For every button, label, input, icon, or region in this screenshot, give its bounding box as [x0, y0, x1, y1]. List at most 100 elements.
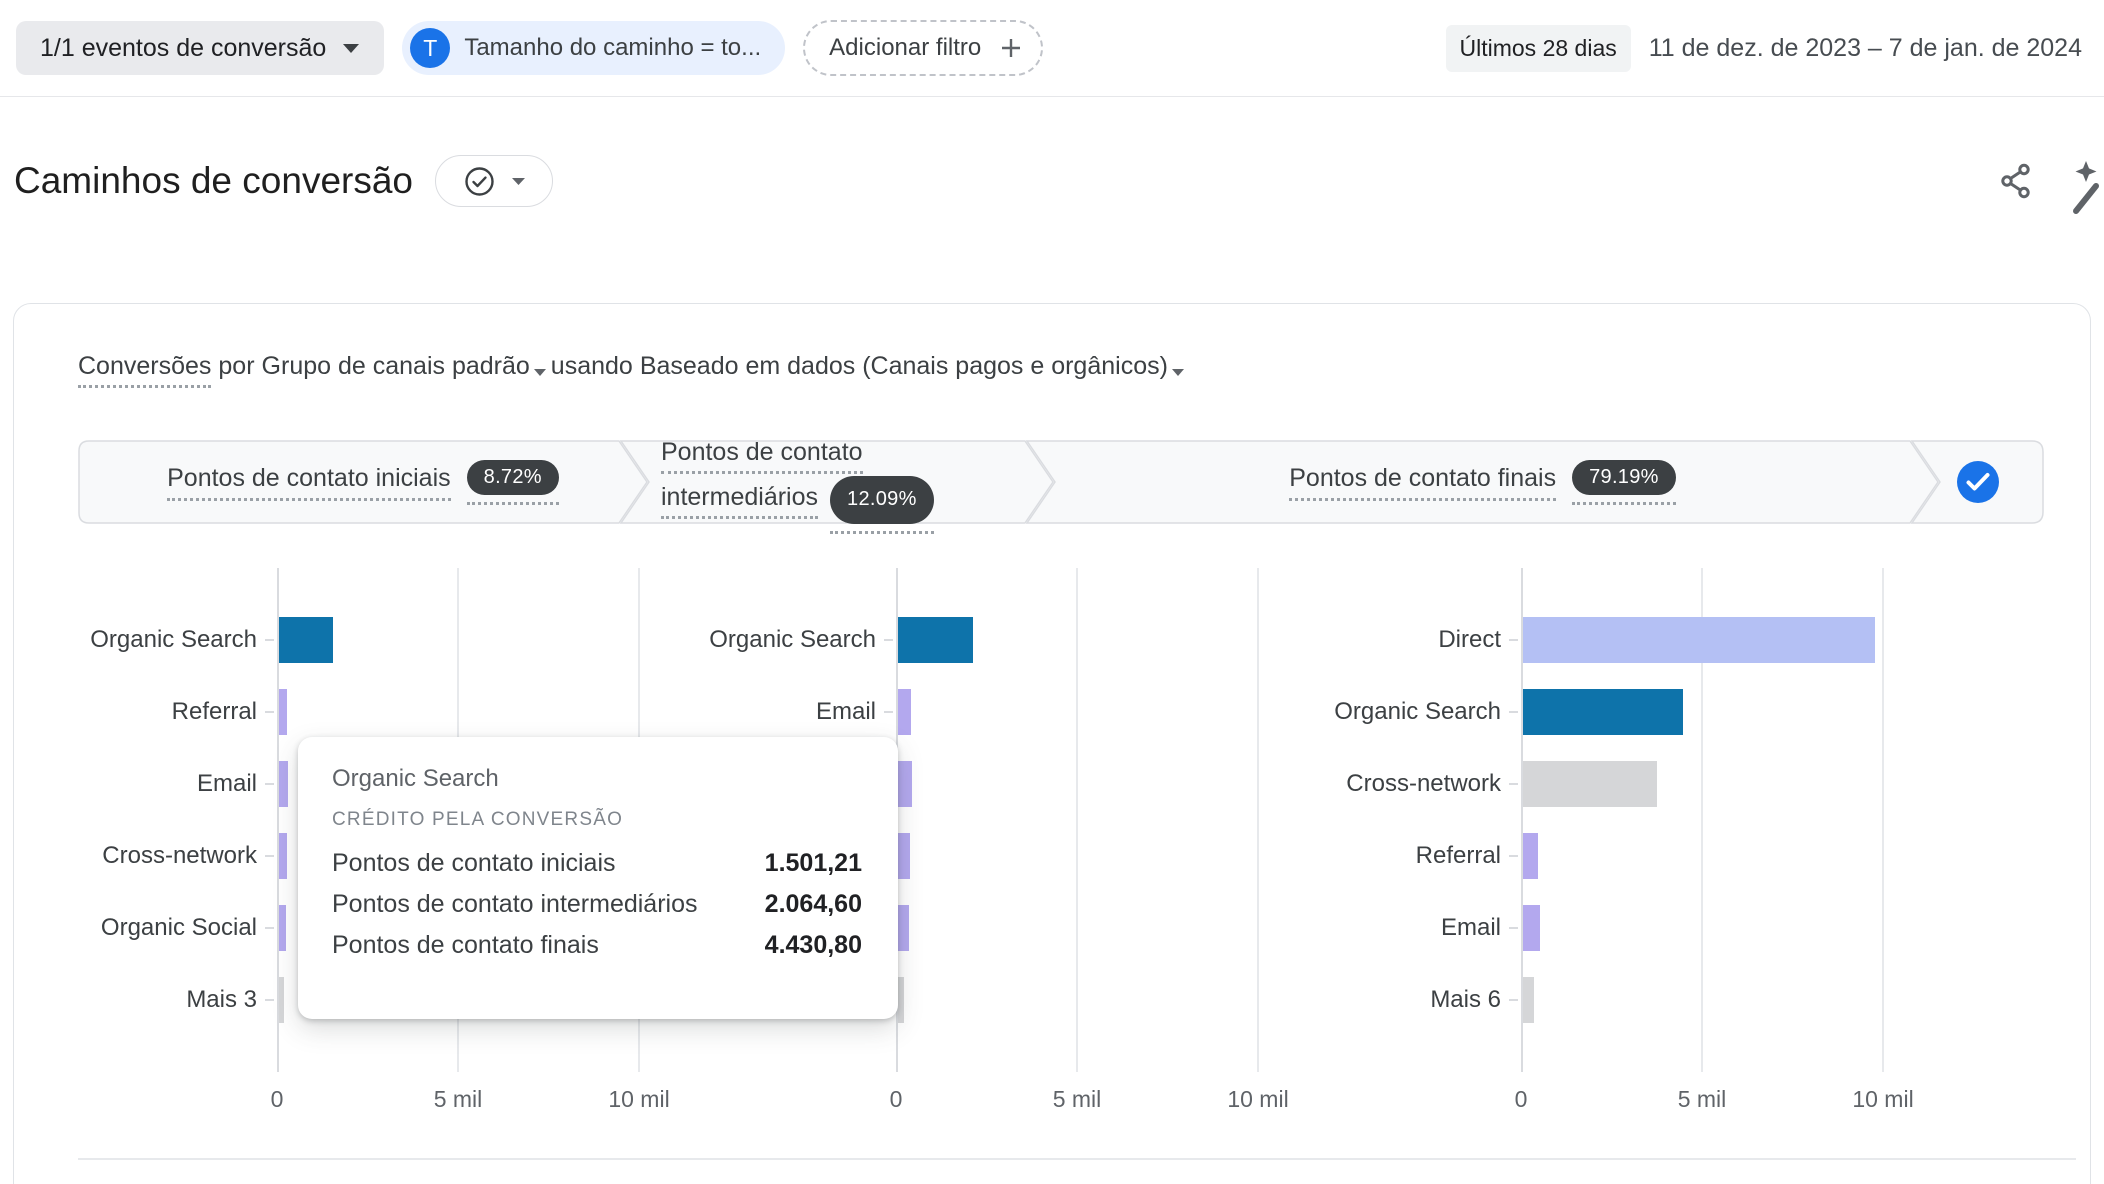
- bar-cross-network[interactable]: [279, 833, 287, 879]
- chart-final-touchpoints: Direct Organic Search Cross-network Refe…: [1311, 568, 1921, 1118]
- tooltip-row-value: 1.501,21: [764, 849, 862, 877]
- tooltip-row-value: 4.430,80: [764, 931, 862, 959]
- stage-label: Pontos de contato finais: [1289, 464, 1557, 501]
- metric-label[interactable]: Conversões: [78, 352, 212, 388]
- report-config-line: Conversões por Grupo de canais padrão us…: [78, 352, 2026, 388]
- x-tick: 5 mil: [433, 1086, 483, 1112]
- x-tick: 10 mil: [1227, 1086, 1289, 1112]
- bar-referral[interactable]: [1523, 833, 1539, 879]
- date-range-text[interactable]: 11 de dez. de 2023 – 7 de jan. de 2024: [1648, 33, 2082, 62]
- chart-gridlines: [1521, 568, 1884, 1072]
- stage-initial-touchpoints[interactable]: Pontos de contato iniciais 8.72%: [78, 440, 648, 524]
- conversion-events-dropdown[interactable]: 1/1 eventos de conversão: [16, 21, 385, 75]
- chart-row: Cross-network: [77, 820, 675, 892]
- chart-row: Organic Search: [1311, 676, 1921, 748]
- bar-direct[interactable]: [1523, 617, 1875, 663]
- bar-organic-search[interactable]: [279, 617, 334, 663]
- add-filter-label: Adicionar filtro: [829, 34, 982, 61]
- tooltip-section-label: CRÉDITO PELA CONVERSÃO: [332, 809, 624, 830]
- share-icon[interactable]: [1996, 160, 2038, 202]
- x-tick: 0: [889, 1086, 903, 1112]
- chart-row: Mais 3: [77, 964, 675, 1036]
- section-divider: [78, 1158, 2076, 1160]
- bar-organic-social[interactable]: [279, 905, 287, 951]
- category-label: Referral: [1415, 842, 1501, 869]
- blue-check-icon: [1956, 461, 1999, 503]
- bar-organic-search[interactable]: [1523, 689, 1684, 735]
- x-axis: 0 5 mil 10 mil: [690, 1072, 1296, 1118]
- caret-down-icon: [511, 177, 525, 185]
- date-preset-badge[interactable]: Últimos 28 dias: [1445, 24, 1631, 72]
- bar-mais-6[interactable]: [1523, 977, 1534, 1023]
- x-tick: 0: [270, 1086, 284, 1112]
- bar-referral[interactable]: [279, 689, 288, 735]
- filter-chip-avatar: T: [410, 28, 451, 68]
- category-label: Organic Social: [100, 914, 257, 941]
- path-length-filter-chip[interactable]: T Tamanho do caminho = to...: [402, 21, 786, 75]
- tooltip-row-label: Pontos de contato intermediários: [332, 890, 698, 918]
- x-tick: 10 mil: [1852, 1086, 1914, 1112]
- category-label: Email: [815, 698, 876, 725]
- category-label: Organic Search: [709, 626, 876, 653]
- chart-row: Organic Search: [690, 604, 1296, 676]
- category-label: Cross-network: [1346, 770, 1501, 797]
- category-label: Referral: [171, 698, 257, 725]
- chart-row: Direct: [1311, 604, 1921, 676]
- chart-row: Referral: [1311, 820, 1921, 892]
- bar-organic-search[interactable]: [898, 617, 973, 663]
- category-label: Email: [196, 770, 257, 797]
- bar-hidden-row[interactable]: [898, 833, 910, 879]
- bar-email[interactable]: [1523, 905, 1540, 951]
- chart-row: Organic Search: [77, 604, 675, 676]
- touchpoint-stage-selector: Pontos de contato iniciais 8.72% Pontos …: [78, 438, 2044, 534]
- chart-intermediate-touchpoints: Organic Search Email Mais 3 0 5 mil 10 m…: [690, 568, 1296, 1118]
- bar-email[interactable]: [279, 761, 289, 807]
- stage-label: Pontos de contato iniciais: [167, 464, 451, 501]
- report-verified-dropdown[interactable]: [435, 155, 553, 207]
- category-label: Email: [1440, 914, 1501, 941]
- stage-intermediate-touchpoints[interactable]: Pontos de contato intermediários 12.09%: [620, 438, 1054, 534]
- bar-email[interactable]: [898, 689, 911, 735]
- bar-hidden-row[interactable]: [898, 905, 909, 951]
- sparkle-insights-icon[interactable]: [2070, 159, 2104, 217]
- chart-row: Email: [690, 676, 1296, 748]
- caret-down-icon[interactable]: [1171, 368, 1185, 377]
- dimension-dropdown[interactable]: Grupo de canais padrão: [261, 352, 530, 380]
- check-circle-icon: [464, 166, 494, 196]
- page-title: Caminhos de conversão: [14, 160, 413, 201]
- caret-down-icon[interactable]: [533, 368, 547, 377]
- chart-tooltip: Organic Search CRÉDITO PELA CONVERSÃO Po…: [298, 737, 898, 1019]
- bar-mais-3[interactable]: [898, 977, 905, 1023]
- chart-row: Cross-network: [1311, 748, 1921, 820]
- tooltip-row: Pontos de contato intermediários 2.064,6…: [332, 884, 862, 925]
- chart-row: Email: [77, 748, 675, 820]
- chart-row: Organic Social: [77, 892, 675, 964]
- category-label: Mais 3: [186, 986, 257, 1013]
- stage-final-touchpoints[interactable]: Pontos de contato finais 79.19%: [1026, 440, 1939, 524]
- stage-label: Pontos de contato intermediários: [661, 438, 863, 519]
- attribution-model-dropdown[interactable]: Baseado em dados (Canais pagos e orgânic…: [639, 352, 1168, 380]
- x-tick: 0: [1514, 1086, 1528, 1112]
- stage-percent-badge: 79.19%: [1572, 459, 1676, 495]
- category-label: Mais 6: [1430, 986, 1501, 1013]
- stage-percent-badge: 8.72%: [466, 459, 559, 495]
- stage-selector-end-cap[interactable]: [1911, 440, 2044, 524]
- bar-mais-3[interactable]: [279, 977, 285, 1023]
- tooltip-title: Organic Search: [332, 765, 499, 792]
- filter-chip-label: Tamanho do caminho = to...: [464, 34, 762, 61]
- tooltip-row-value: 2.064,60: [764, 890, 862, 918]
- category-label: Cross-network: [102, 842, 257, 869]
- conversion-events-label: 1/1 eventos de conversão: [40, 33, 327, 62]
- tooltip-row: Pontos de contato finais 4.430,80: [332, 925, 862, 966]
- touchpoint-charts: Organic Search Referral Email Cross-netw…: [77, 568, 1921, 1118]
- add-filter-button[interactable]: Adicionar filtro: [803, 20, 1044, 76]
- x-tick: 5 mil: [1052, 1086, 1102, 1112]
- caret-down-icon: [343, 43, 360, 53]
- bar-cross-network[interactable]: [1523, 761, 1657, 807]
- tooltip-row: Pontos de contato iniciais 1.501,21: [332, 843, 862, 884]
- stage-percent-badge: 12.09%: [830, 475, 934, 524]
- report-title-row: Caminhos de conversão: [0, 97, 2104, 214]
- bar-hidden-row[interactable]: [898, 761, 912, 807]
- category-label: Organic Search: [1334, 698, 1501, 725]
- chart-row: Mais 6: [1311, 964, 1921, 1036]
